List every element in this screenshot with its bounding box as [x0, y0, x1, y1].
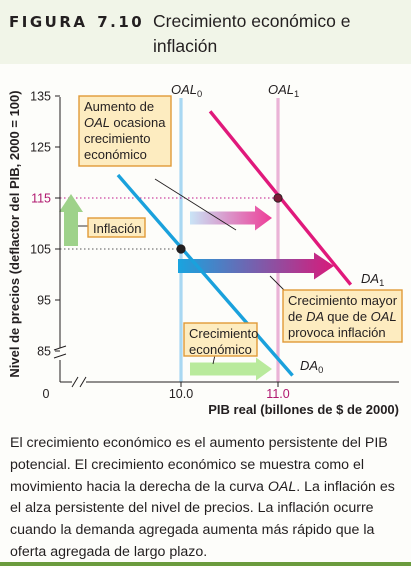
- callout-box-growth: [183, 322, 258, 357]
- callout-word: ocasiona: [113, 115, 166, 130]
- x-origin-label: 0: [43, 387, 50, 401]
- figure-label-word: FIGURA: [9, 13, 88, 31]
- curve-label-oal1-main: OAL: [268, 82, 294, 97]
- callout-word: que: [327, 309, 352, 324]
- callout-word: crecimiento: [84, 131, 150, 146]
- callout-box-da-shift: [282, 289, 403, 343]
- callout-word: Aumento: [84, 99, 140, 114]
- callout-word: económico: [84, 147, 147, 162]
- oal-shift-leader: [154, 178, 237, 231]
- figure-title: Crecimiento económico e inflación: [153, 11, 351, 56]
- curve-label-oal0-main: OAL: [171, 82, 197, 97]
- curve-label-oal0-subscript: 0: [197, 89, 202, 99]
- callout-text-oal-shift-1: OAL ocasiona: [84, 115, 166, 130]
- curve-label-da0: DA0: [300, 358, 323, 375]
- curve-label-da1-subscript: 1: [379, 278, 384, 288]
- figure-caption: El crecimiento económico es el aumento p…: [10, 435, 395, 560]
- callout-text-da-shift-1: de DA que de OAL: [288, 309, 397, 324]
- da-shift-arrow: [178, 252, 334, 280]
- callout-text-oal-shift-0: Aumento de: [84, 99, 154, 114]
- callout-word: OAL: [84, 115, 113, 130]
- curve-label-da1-main: DA: [361, 271, 379, 286]
- curve-label-da1: DA1: [361, 271, 384, 288]
- x-tick-label-10.0: 10.0: [169, 387, 193, 401]
- callout-word: provoca: [288, 325, 338, 340]
- figure-label: FIGURA 7.10: [9, 13, 144, 31]
- inflation-arrow: [59, 194, 83, 246]
- callout-text-growth-0: Crecimiento: [189, 326, 258, 341]
- figure-header: FIGURA 7.10 Crecimiento económico e infl…: [0, 0, 411, 64]
- curve-label-da0-subscript: 0: [318, 365, 323, 375]
- curve-label-da0-main: DA: [300, 358, 318, 373]
- callout-word: de: [288, 309, 306, 324]
- curve-label-oal0: OAL0: [171, 82, 202, 99]
- equilibrium-point-0: [176, 244, 186, 254]
- bottom-accent-rule: [0, 562, 411, 566]
- callout-word: Crecimiento: [189, 326, 258, 341]
- callout-text-growth-1: económico: [189, 342, 252, 357]
- oal-shift-arrow: [190, 205, 272, 231]
- y-tick-label-85: 85: [37, 345, 51, 359]
- y-tick-label-125: 125: [30, 141, 51, 155]
- chart-plot-layer: 85 95 105 115 125 135 10.0 11.0 0 PIB real (billo…: [7, 82, 403, 417]
- callout-word: Inflación: [93, 221, 141, 236]
- callout-text-oal-shift-3: económico: [84, 147, 147, 162]
- callout-word: DA: [306, 309, 327, 324]
- x-axis-title: PIB real (billones de $ de 2000): [208, 402, 399, 417]
- y-axis-title: Nivel de precios (deflactor del PIB, 200…: [7, 90, 22, 377]
- growth-arrow: [190, 357, 272, 381]
- callout-word: económico: [189, 342, 252, 357]
- callout-text-da-shift-2: provoca inflación: [288, 325, 386, 340]
- curve-label-oal1: OAL1: [268, 82, 299, 99]
- y-axis-break-mark: [53, 345, 67, 359]
- curve-label-oal1-subscript: 1: [294, 89, 299, 99]
- callout-word: Crecimiento: [288, 293, 361, 308]
- callout-text-da-shift-0: Crecimiento mayor: [288, 293, 398, 308]
- economic-growth-inflation-chart: 85 95 105 115 125 135 10.0 11.0 0 PIB real (billo…: [7, 82, 403, 417]
- caption-italic-oal: OAL: [267, 478, 297, 495]
- callout-text-oal-shift-2: crecimiento: [84, 131, 150, 146]
- callout-word: inflación: [338, 325, 386, 340]
- callout-word: de: [353, 309, 371, 324]
- figure-number: 7.10: [97, 13, 145, 31]
- series-line-da0: [116, 173, 294, 377]
- callout-box-oal-shift: [78, 95, 172, 167]
- callout-word: OAL: [371, 309, 397, 324]
- callout-box-inflation: [87, 217, 146, 238]
- x-axis-break-mark: [71, 376, 87, 388]
- y-tick-label-105: 105: [30, 243, 51, 257]
- y-tick-label-135: 135: [30, 90, 51, 104]
- callout-text-inflation-0: Inflación: [93, 221, 141, 236]
- y-tick-label-115: 115: [31, 192, 51, 206]
- callout-word: mayor: [361, 293, 398, 308]
- y-tick-label-95: 95: [37, 294, 51, 308]
- x-tick-label-11.0: 11.0: [266, 387, 289, 401]
- callout-word: de: [140, 99, 154, 114]
- equilibrium-point-1: [273, 193, 283, 203]
